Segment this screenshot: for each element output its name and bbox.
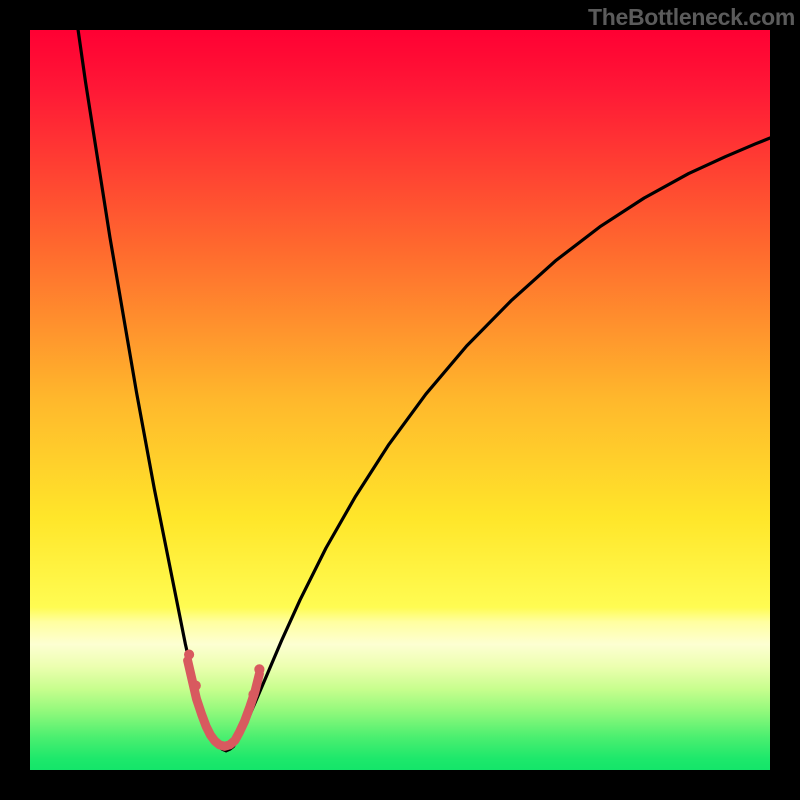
watermark-label: TheBottleneck.com (588, 4, 795, 31)
marker-dot-0 (184, 649, 194, 659)
marker-dot-3 (254, 664, 264, 674)
stage: TheBottleneck.com (0, 0, 800, 800)
plot-area (30, 30, 770, 770)
bottleneck-chart (0, 0, 800, 800)
marker-dot-2 (248, 689, 258, 699)
marker-dot-1 (191, 681, 201, 691)
